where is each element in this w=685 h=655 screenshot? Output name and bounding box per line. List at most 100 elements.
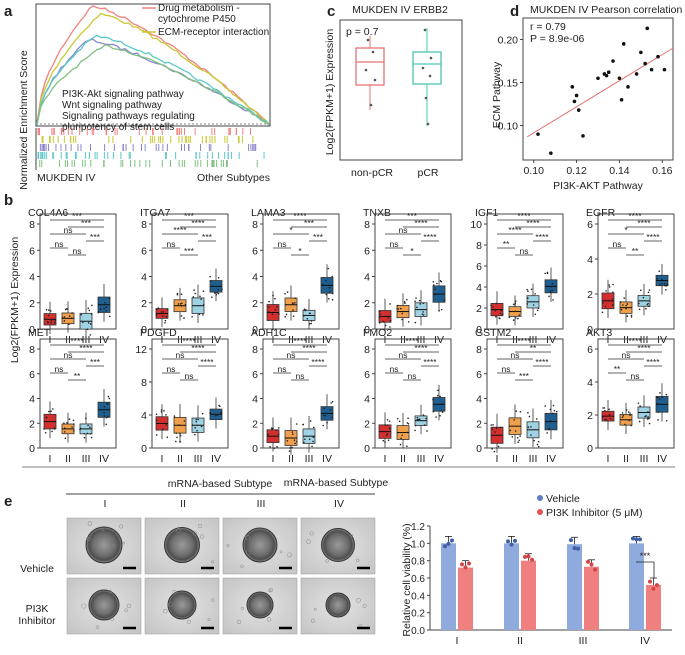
sig-label: **** (200, 357, 214, 367)
gene-ytick-label: 6 (364, 245, 370, 257)
gene-point (217, 292, 220, 295)
viability-point (443, 544, 447, 549)
gene-point (291, 446, 293, 449)
gene-point (401, 312, 404, 315)
gene-point (176, 292, 179, 295)
sig-label: ns (296, 371, 305, 381)
gene-plot-frame (262, 213, 340, 330)
gene-point (202, 314, 204, 316)
gene-point (415, 297, 417, 299)
gene-point (604, 410, 606, 413)
gene-point (495, 315, 497, 318)
gene-point (528, 415, 531, 418)
gene-point (277, 433, 280, 436)
gene-point (622, 304, 624, 306)
viability-point (460, 562, 464, 567)
gene-point (665, 288, 667, 291)
gene-point (328, 286, 331, 289)
gene-plot-frame (39, 338, 117, 449)
gene-point (549, 290, 552, 293)
gene-point (160, 411, 163, 413)
gene-point (657, 419, 659, 421)
organoid-debris (172, 590, 177, 595)
sig-label: **** (191, 218, 205, 228)
gene-xtick-label: I (496, 334, 499, 346)
gene-point (86, 328, 89, 331)
sig-label: *** (184, 211, 195, 221)
gene-point (619, 301, 622, 303)
gene-xtick-label: I (161, 334, 164, 346)
organoid-debris (186, 619, 192, 624)
gene-xtick-label: IV (546, 334, 556, 346)
organoid-debris (268, 587, 273, 593)
gene-point (191, 315, 193, 318)
legend-signaling-2: pluripotency of stem cells (62, 122, 174, 133)
gene-point (497, 445, 500, 448)
corr-point (570, 85, 575, 89)
organoid-debris (350, 534, 354, 537)
gene-xtick-label: II (512, 334, 518, 346)
gene-point (271, 328, 274, 331)
gene-point (325, 279, 327, 282)
gene-point (104, 301, 106, 304)
gene-point (322, 283, 324, 286)
gene-point (292, 302, 294, 305)
gene-point (327, 298, 330, 300)
gene-point (399, 307, 402, 310)
viability-ytick-label: 0.4 (411, 591, 425, 602)
organoid-spheroid (321, 528, 355, 562)
gene-point (404, 302, 406, 304)
sig-label: **** (526, 218, 540, 228)
gene-point (179, 432, 181, 435)
gene-point (70, 317, 73, 319)
sig-label: **** (182, 336, 196, 346)
gene-ytick-label: 4 (252, 272, 258, 284)
gene-ytick-label: 0 (364, 324, 370, 336)
gene-point (63, 320, 66, 322)
gene-point (47, 309, 50, 311)
gene-point (64, 431, 66, 433)
sig-label: **** (293, 336, 307, 346)
gene-ytick-label: 8 (364, 219, 370, 231)
gene-point (625, 307, 627, 310)
legend-dot-vehicle (537, 495, 543, 501)
legend-inhibitor: PI3K Inhibitor (5 μM) (546, 507, 643, 519)
organoid-debris (240, 564, 244, 569)
gene-point (221, 288, 223, 291)
gene-ytick-label: 0 (252, 324, 258, 336)
viability-bar-inhibitor (521, 560, 536, 630)
gene-point (52, 408, 54, 410)
gene-point (209, 275, 211, 278)
gene-title: FMO2 (363, 327, 392, 339)
gene-point (329, 409, 332, 411)
gene-point (664, 283, 666, 285)
expr-ylabel: Log2(FPKM+1) Expression (9, 237, 21, 364)
sig-label: ns (520, 246, 529, 256)
panel-letter-c: c (327, 3, 335, 20)
erbb2-box-pcr (412, 28, 442, 126)
gene-point (432, 281, 435, 283)
gene-point (396, 417, 399, 420)
gsea-curve-1 (36, 12, 270, 125)
gene-point (530, 434, 532, 436)
gene-point (215, 293, 218, 296)
gene-point (54, 320, 57, 322)
gene-point (216, 414, 218, 416)
gene-point (386, 424, 389, 426)
viability-ytick-label: 0.6 (411, 574, 425, 585)
gene-point (501, 313, 504, 315)
gene-point (621, 416, 624, 419)
gene-point (645, 307, 647, 310)
gene-point (423, 424, 426, 426)
organoid-tile (222, 577, 298, 635)
gene-point (500, 309, 503, 312)
gene-point (66, 421, 68, 424)
organoid-debris (207, 618, 211, 622)
gene-point (630, 314, 633, 317)
viability-point (509, 542, 514, 547)
gene-point (514, 317, 517, 319)
gene-point (303, 441, 305, 444)
